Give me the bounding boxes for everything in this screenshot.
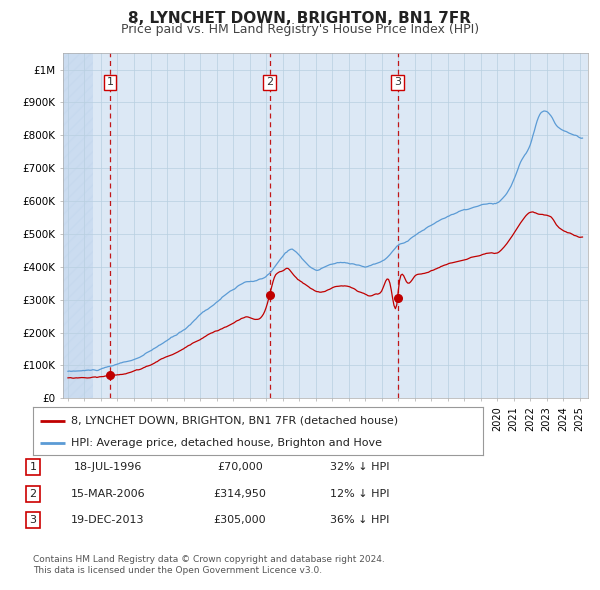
Text: £305,000: £305,000 (214, 516, 266, 525)
Text: 36% ↓ HPI: 36% ↓ HPI (331, 516, 389, 525)
Text: 18-JUL-1996: 18-JUL-1996 (74, 463, 142, 472)
Text: This data is licensed under the Open Government Licence v3.0.: This data is licensed under the Open Gov… (33, 566, 322, 575)
Text: HPI: Average price, detached house, Brighton and Hove: HPI: Average price, detached house, Brig… (71, 438, 382, 448)
Text: 3: 3 (29, 516, 37, 525)
Text: 8, LYNCHET DOWN, BRIGHTON, BN1 7FR: 8, LYNCHET DOWN, BRIGHTON, BN1 7FR (128, 11, 472, 27)
Text: 2: 2 (266, 77, 273, 87)
Text: Contains HM Land Registry data © Crown copyright and database right 2024.: Contains HM Land Registry data © Crown c… (33, 555, 385, 564)
Text: 12% ↓ HPI: 12% ↓ HPI (330, 489, 390, 499)
Text: 2: 2 (29, 489, 37, 499)
Text: 32% ↓ HPI: 32% ↓ HPI (330, 463, 390, 472)
Text: 1: 1 (29, 463, 37, 472)
Text: £70,000: £70,000 (217, 463, 263, 472)
Text: £314,950: £314,950 (214, 489, 266, 499)
Text: Price paid vs. HM Land Registry's House Price Index (HPI): Price paid vs. HM Land Registry's House … (121, 23, 479, 36)
Text: 19-DEC-2013: 19-DEC-2013 (71, 516, 145, 525)
Text: 15-MAR-2006: 15-MAR-2006 (71, 489, 145, 499)
Text: 8, LYNCHET DOWN, BRIGHTON, BN1 7FR (detached house): 8, LYNCHET DOWN, BRIGHTON, BN1 7FR (deta… (71, 415, 398, 425)
Text: 3: 3 (394, 77, 401, 87)
Text: 1: 1 (106, 77, 113, 87)
